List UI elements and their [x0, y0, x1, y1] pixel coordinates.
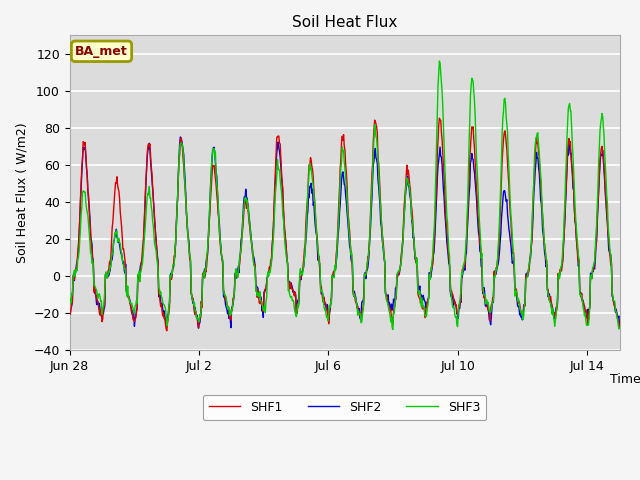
SHF3	[389, 326, 397, 332]
SHF2	[195, 325, 202, 331]
SHF1	[398, 248, 406, 254]
SHF1	[129, 312, 136, 318]
Title: Soil Heat Flux: Soil Heat Flux	[292, 15, 397, 30]
Text: BA_met: BA_met	[75, 45, 128, 58]
Line: SHF2: SHF2	[70, 137, 620, 328]
SHF1	[436, 115, 444, 121]
SHF3	[140, 241, 148, 247]
SHF3	[616, 325, 623, 331]
SHF1	[351, 296, 359, 302]
SHF2	[66, 314, 74, 320]
SHF2	[399, 246, 406, 252]
SHF3	[398, 255, 406, 261]
SHF3	[488, 306, 495, 312]
SHF1	[488, 302, 495, 308]
SHF3	[436, 58, 444, 64]
Legend: SHF1, SHF2, SHF3: SHF1, SHF2, SHF3	[203, 395, 486, 420]
SHF1	[616, 325, 623, 331]
SHF3	[351, 292, 358, 298]
SHF2	[352, 294, 360, 300]
SHF3	[129, 304, 136, 310]
SHF1	[140, 228, 148, 234]
Y-axis label: Soil Heat Flux ( W/m2): Soil Heat Flux ( W/m2)	[15, 122, 28, 263]
SHF1	[163, 328, 171, 334]
SHF3	[177, 140, 185, 146]
SHF1	[178, 142, 186, 147]
Line: SHF3: SHF3	[70, 61, 620, 329]
SHF2	[616, 321, 623, 327]
SHF2	[488, 314, 495, 320]
SHF3	[66, 302, 74, 308]
SHF2	[129, 308, 136, 314]
SHF2	[177, 134, 184, 140]
SHF1	[66, 310, 74, 315]
SHF2	[178, 137, 186, 143]
Line: SHF1: SHF1	[70, 118, 620, 331]
SHF2	[140, 231, 148, 237]
X-axis label: Time: Time	[610, 372, 640, 385]
